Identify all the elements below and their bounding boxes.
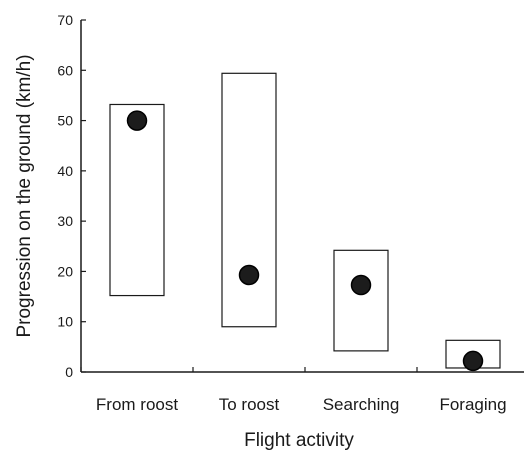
y-tick-label: 20 <box>57 263 73 279</box>
data-point <box>350 274 372 296</box>
data-point <box>238 264 260 286</box>
y-tick-label: 10 <box>57 314 73 330</box>
range-boxes <box>109 72 501 369</box>
x-ticks: From roost To roost Searching Foraging <box>80 367 507 414</box>
x-axis-title: Flight activity <box>244 430 354 451</box>
x-tick-label: Searching <box>323 395 400 414</box>
x-tick-label: Foraging <box>439 395 506 414</box>
data-point <box>126 110 148 131</box>
y-tick-label: 50 <box>57 113 73 129</box>
range-box <box>333 249 389 352</box>
y-axis-title: Progression on the ground (km/h) <box>14 54 35 337</box>
data-points <box>126 110 484 372</box>
axes <box>80 20 524 373</box>
y-tick-label: 40 <box>57 163 73 179</box>
x-tick-label: To roost <box>219 395 280 414</box>
range-box <box>221 72 277 328</box>
data-point <box>462 350 484 372</box>
y-ticks: 0 10 20 30 40 50 60 70 <box>57 12 86 380</box>
y-tick-label: 70 <box>57 12 73 28</box>
range-box <box>109 103 165 297</box>
x-tick-label: From roost <box>96 395 178 414</box>
y-tick-label: 60 <box>57 62 73 78</box>
y-tick-label: 30 <box>57 213 73 229</box>
y-tick-label: 0 <box>65 364 73 380</box>
